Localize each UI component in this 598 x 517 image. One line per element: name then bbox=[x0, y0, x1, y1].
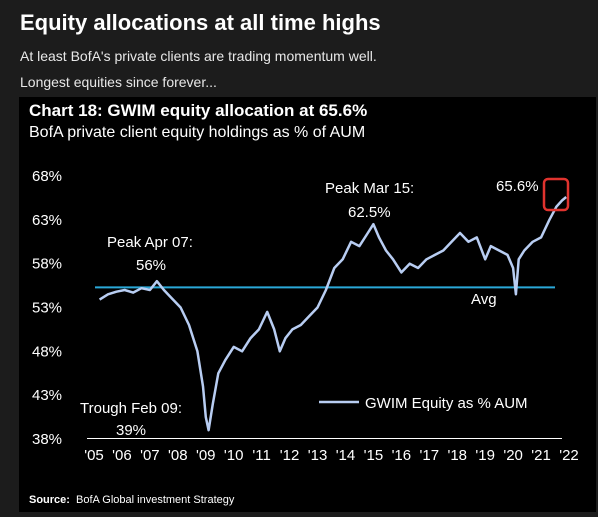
y-tick-label: 63% bbox=[32, 212, 62, 229]
x-tick-label: '18 bbox=[447, 447, 467, 464]
x-tick-label: '20 bbox=[503, 447, 523, 464]
x-tick-label: '22 bbox=[559, 447, 579, 464]
x-tick-label: '09 bbox=[196, 447, 216, 464]
source-label: Source: bbox=[29, 494, 70, 506]
y-tick-label: 53% bbox=[32, 300, 62, 317]
line-chart: Chart 18: GWIM equity allocation at 65.6… bbox=[29, 101, 579, 506]
subheading-line-1: At least BofA's private clients are trad… bbox=[20, 48, 377, 64]
annotation-peak-apr07: Peak Apr 07: bbox=[107, 234, 193, 251]
page-headline: Equity allocations at all time highs bbox=[20, 10, 381, 35]
y-tick-label: 58% bbox=[32, 256, 62, 273]
legend-label: GWIM Equity as % AUM bbox=[365, 395, 528, 412]
x-tick-label: '11 bbox=[252, 447, 270, 464]
x-tick-label: '14 bbox=[336, 447, 356, 464]
chart-panel: Chart 18: GWIM equity allocation at 65.6… bbox=[19, 97, 596, 512]
source-text: BofA Global investment Strategy bbox=[76, 494, 235, 506]
chart-title: Chart 18: GWIM equity allocation at 65.6… bbox=[29, 101, 367, 120]
x-tick-label: '07 bbox=[140, 447, 160, 464]
y-tick-label: 68% bbox=[32, 168, 62, 185]
latest-value-highlight-box bbox=[542, 177, 570, 212]
y-tick-label: 38% bbox=[32, 431, 62, 448]
annotation-peak-apr07-value: 56% bbox=[136, 257, 166, 274]
x-tick-label: '05 bbox=[84, 447, 104, 464]
x-tick-label: '12 bbox=[280, 447, 300, 464]
annotation-peak-mar15-value: 62.5% bbox=[348, 204, 391, 221]
x-tick-label: '17 bbox=[420, 447, 440, 464]
series-line-gwim-equity bbox=[98, 196, 568, 432]
avg-label: Avg bbox=[471, 291, 497, 308]
annotation-trough-feb09-value: 39% bbox=[116, 422, 146, 439]
x-tick-label: '13 bbox=[308, 447, 328, 464]
x-tick-label: '19 bbox=[475, 447, 495, 464]
x-tick-label: '10 bbox=[224, 447, 244, 464]
annotation-last-value: 65.6% bbox=[496, 178, 539, 195]
y-tick-label: 43% bbox=[32, 387, 62, 404]
x-tick-label: '16 bbox=[392, 447, 412, 464]
x-tick-label: '08 bbox=[168, 447, 188, 464]
annotation-trough-feb09: Trough Feb 09: bbox=[80, 400, 182, 417]
x-tick-label: '06 bbox=[112, 447, 132, 464]
chart-subtitle: BofA private client equity holdings as %… bbox=[29, 124, 365, 141]
annotation-peak-mar15: Peak Mar 15: bbox=[325, 180, 414, 197]
subheading-line-2: Longest equities since forever... bbox=[20, 74, 217, 90]
x-tick-label: '21 bbox=[531, 447, 551, 464]
y-tick-label: 48% bbox=[32, 343, 62, 360]
x-tick-label: '15 bbox=[364, 447, 384, 464]
